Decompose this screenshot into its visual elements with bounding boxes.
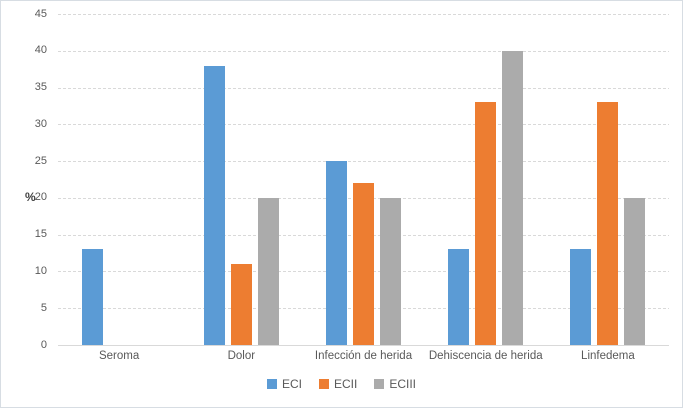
bar-ecii-infección-de-herida [353, 183, 374, 345]
bar-eci-dehiscencia-de-herida [448, 249, 470, 345]
legend-item-eciii: ECIII [374, 377, 416, 391]
bar-eciii-linfedema [624, 197, 646, 345]
y-axis-tick-label: 20 [34, 191, 47, 204]
y-axis-tick-label: 40 [34, 44, 47, 57]
x-axis-labels: Seroma Dolor Infección de herida Dehiscenci… [58, 350, 669, 362]
bar-eci-linfedema [570, 249, 592, 345]
legend-label: ECII [334, 377, 358, 391]
legend-marker-icon [266, 379, 277, 389]
bar-eciii-dolor [257, 197, 279, 345]
bar-group [58, 14, 180, 345]
bar-groups [58, 14, 669, 345]
y-axis-tick-label: 5 [40, 301, 47, 314]
bar-eci-seroma [81, 249, 103, 345]
legend-label: ECI [281, 377, 302, 391]
category-label: Dehiscencia de herida [428, 350, 543, 362]
bar-group [302, 14, 424, 345]
y-axis-tick-label: 10 [34, 264, 47, 277]
bar-eci-infección-de-herida [326, 161, 347, 345]
bar-eci-dolor [203, 65, 225, 345]
legend-marker-icon [319, 379, 329, 389]
gridline [58, 87, 669, 89]
gridline [58, 345, 669, 346]
legend-item-eci: ECI [266, 377, 302, 391]
plot-area [58, 14, 669, 346]
bar-eciii-infección-de-herida [380, 197, 401, 345]
y-axis-tick-label: 35 [34, 81, 47, 94]
gridline [58, 14, 669, 15]
category-label: Linfedema [581, 350, 635, 362]
legend-marker-icon [374, 379, 385, 389]
y-axis-tick-label: 0 [40, 338, 47, 351]
y-axis-tick-label: 15 [34, 228, 47, 241]
category-label: Dolor [227, 350, 256, 362]
category-label: Infección de herida [314, 350, 413, 362]
gridline [58, 124, 669, 126]
y-axis-tick-label: 45 [34, 7, 47, 20]
bar-ecii-dolor [230, 264, 252, 345]
bar-ecii-linfedema [597, 102, 619, 345]
legend-item-ecii: ECII [319, 377, 357, 391]
category-label: Seroma [98, 350, 140, 362]
bar-group [425, 14, 547, 345]
legend: ECI ECII ECIII [1, 377, 682, 391]
gridline [58, 50, 669, 52]
y-axis-tick-label: 30 [34, 117, 47, 130]
bar-group [180, 14, 302, 345]
bar-group [547, 14, 669, 345]
bar-ecii-dehiscencia-de-herida [475, 102, 497, 345]
bar-eciii-dehiscencia-de-herida [502, 50, 524, 345]
legend-label: ECIII [389, 377, 417, 391]
gridline [58, 161, 669, 163]
y-axis-title: % [25, 190, 36, 204]
y-axis-tick-label: 25 [34, 154, 47, 167]
